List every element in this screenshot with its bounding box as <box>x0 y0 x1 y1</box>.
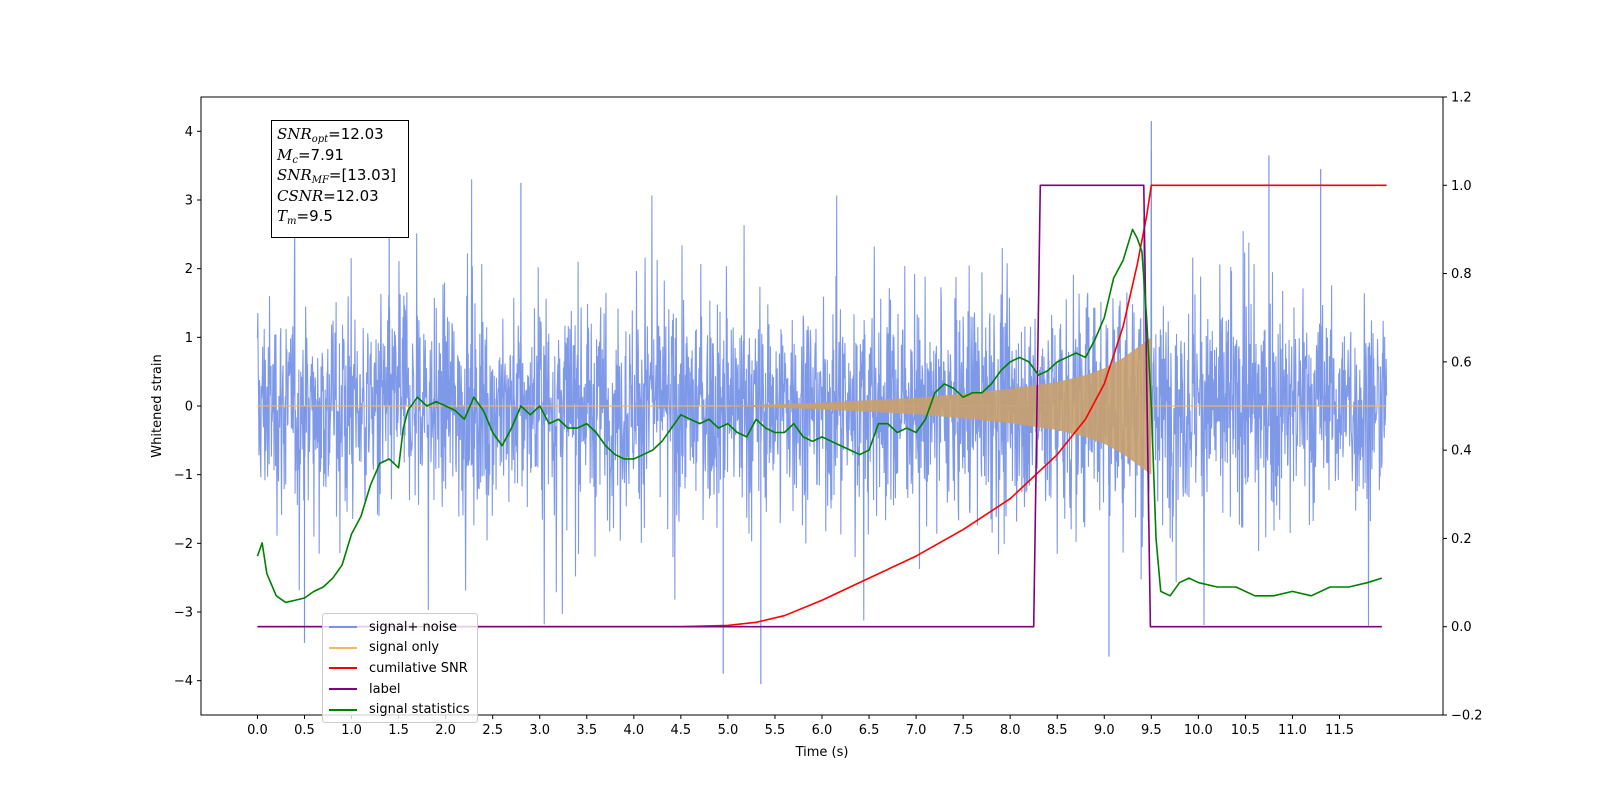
info-csnr-label: CSNR <box>277 186 324 205</box>
x-tick-label: 10.5 <box>1231 723 1260 738</box>
y2-tick-label: −0.2 <box>1451 709 1483 724</box>
y2-tick-label: 0.4 <box>1451 444 1472 459</box>
info-mc: Mc=7.91 <box>277 145 403 166</box>
x-tick-label: 8.0 <box>1000 723 1021 738</box>
x-tick-label: 5.5 <box>765 723 786 738</box>
y2-tick-label: 0.8 <box>1451 267 1472 282</box>
y-tick-label: −4 <box>174 674 193 689</box>
y-tick-label: 3 <box>185 194 193 209</box>
info-snr-mf-value: =[13.03] <box>328 166 397 184</box>
x-tick-label: 6.0 <box>812 723 833 738</box>
info-csnr-value: =12.03 <box>323 186 379 205</box>
x-tick-label: 11.5 <box>1325 723 1354 738</box>
info-box: SNRopt=12.03 Mc=7.91 SNRMF=[13.03] CSNR=… <box>271 120 409 238</box>
info-csnr: CSNR=12.03 <box>277 186 403 207</box>
signal-statistics-line <box>256 228 1383 604</box>
x-tick-label: 11.0 <box>1278 723 1307 738</box>
legend-swatch <box>329 646 357 649</box>
y-tick-label: 0 <box>185 400 193 415</box>
label-line <box>257 184 1382 628</box>
legend-item: label <box>329 679 471 700</box>
y-tick-label: 1 <box>185 331 193 346</box>
legend: signal+ noise signal only cumilative SNR la… <box>322 613 478 723</box>
x-tick-label: 10.0 <box>1184 723 1213 738</box>
y2-tick-label: 1.2 <box>1451 91 1472 106</box>
info-snr-opt-sub: opt <box>311 134 329 145</box>
y-axis-ticks: 4 3 2 1 0 −1 −2 −3 −4 <box>174 125 201 689</box>
info-tm-label: T <box>277 207 288 225</box>
x-tick-label: 4.5 <box>671 723 692 738</box>
legend-label: cumilative SNR <box>369 660 468 676</box>
x-tick-label: 0.5 <box>294 723 315 738</box>
info-snr-opt-label: SNR <box>277 125 312 143</box>
info-snr-mf-sub: MF <box>311 175 329 186</box>
x-tick-label: 9.5 <box>1141 723 1162 738</box>
info-tm-value: =9.5 <box>296 207 333 225</box>
y2-axis-ticks: 1.2 1.0 0.8 0.6 0.4 0.2 0.0 −0.2 <box>1443 91 1483 724</box>
x-tick-label: 9.0 <box>1094 723 1115 738</box>
legend-swatch <box>329 708 357 711</box>
info-mc-value: =7.91 <box>297 145 344 164</box>
legend-swatch <box>329 667 357 670</box>
info-tm: Tm=9.5 <box>277 206 403 227</box>
x-tick-label: 7.0 <box>906 723 927 738</box>
x-tick-label: 1.5 <box>388 723 409 738</box>
legend-item: signal+ noise <box>329 617 471 638</box>
legend-swatch <box>329 626 357 629</box>
x-tick-label: 2.0 <box>435 723 456 738</box>
x-axis-label: Time (s) <box>795 745 849 760</box>
info-snr-opt-value: =12.03 <box>328 125 384 143</box>
y-tick-label: −2 <box>174 537 193 552</box>
legend-label: label <box>369 681 401 697</box>
x-tick-label: 1.0 <box>341 723 362 738</box>
legend-item: signal statistics <box>329 699 471 720</box>
x-tick-label: 3.0 <box>529 723 550 738</box>
y-tick-label: 2 <box>185 262 193 277</box>
y-tick-label: 4 <box>185 125 193 140</box>
signal-only-chirp <box>727 337 1152 475</box>
x-tick-label: 7.5 <box>953 723 974 738</box>
signal-noise-series <box>256 121 1388 685</box>
legend-item: cumilative SNR <box>329 658 471 679</box>
y-axis-label: Whitened strain <box>150 354 165 457</box>
x-tick-label: 3.5 <box>576 723 597 738</box>
info-snr-mf: SNRMF=[13.03] <box>277 165 403 186</box>
x-tick-label: 5.0 <box>718 723 739 738</box>
x-tick-label: 4.0 <box>623 723 644 738</box>
y-tick-label: −3 <box>174 606 193 621</box>
y2-tick-label: 0.2 <box>1451 532 1472 547</box>
info-mc-sub: c <box>292 154 298 166</box>
signal-noise-trace <box>256 150 1388 626</box>
y2-tick-label: 0.0 <box>1451 620 1472 635</box>
x-tick-label: 8.5 <box>1047 723 1068 738</box>
legend-label: signal only <box>369 640 440 656</box>
x-tick-label: 6.5 <box>859 723 880 738</box>
cumulative-snr-line <box>257 184 1387 628</box>
info-mc-label: M <box>277 145 293 164</box>
legend-item: signal only <box>329 638 471 659</box>
legend-label: signal statistics <box>369 702 470 718</box>
legend-swatch <box>329 688 357 691</box>
y2-tick-label: 1.0 <box>1451 179 1472 194</box>
x-axis-ticks: 0.0 0.5 1.0 1.5 2.0 2.5 3.0 3.5 4.0 4.5 5.0 5.5 6.0 6… <box>247 715 1354 738</box>
info-snr-opt: SNRopt=12.03 <box>277 124 403 145</box>
info-tm-sub: m <box>287 216 297 227</box>
right-axis-series <box>256 184 1387 628</box>
legend-label: signal+ noise <box>369 619 458 635</box>
y2-tick-label: 0.6 <box>1451 355 1472 370</box>
info-snr-mf-label: SNR <box>277 166 312 184</box>
y-tick-label: −1 <box>174 468 193 483</box>
x-tick-label: 0.0 <box>247 723 268 738</box>
x-tick-label: 2.5 <box>482 723 503 738</box>
